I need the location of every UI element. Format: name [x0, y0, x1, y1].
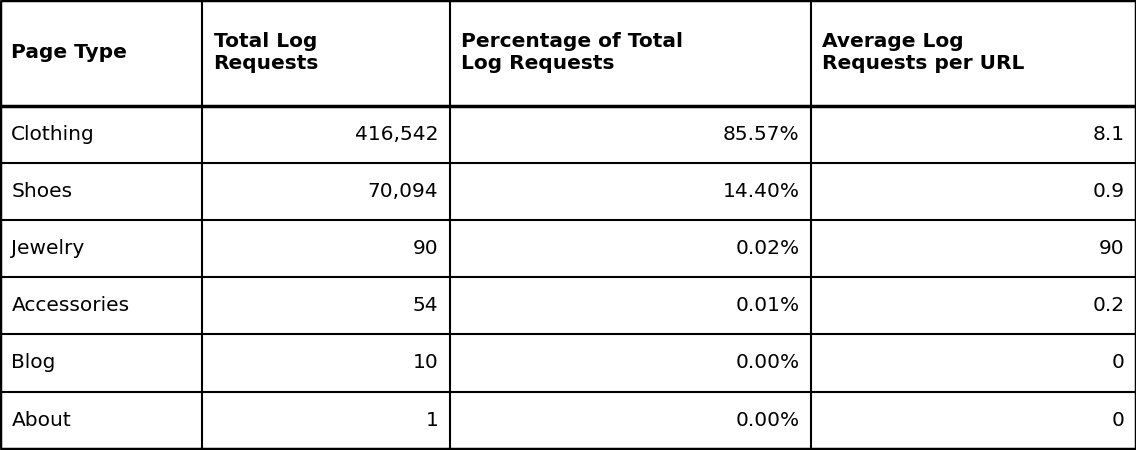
Text: 416,542: 416,542	[354, 125, 438, 144]
Text: 90: 90	[1099, 239, 1125, 258]
Text: 54: 54	[412, 296, 438, 315]
Text: Page Type: Page Type	[11, 43, 127, 63]
Text: 0: 0	[1112, 353, 1125, 373]
Text: Average Log
Requests per URL: Average Log Requests per URL	[822, 32, 1025, 73]
Text: 0.00%: 0.00%	[736, 353, 800, 373]
Text: Clothing: Clothing	[11, 125, 95, 144]
Text: About: About	[11, 410, 72, 430]
Text: 0.00%: 0.00%	[736, 410, 800, 430]
Text: 8.1: 8.1	[1093, 125, 1125, 144]
Text: 0: 0	[1112, 410, 1125, 430]
Text: 85.57%: 85.57%	[724, 125, 800, 144]
Text: Jewelry: Jewelry	[11, 239, 84, 258]
Text: 14.40%: 14.40%	[722, 182, 800, 201]
Text: Percentage of Total
Log Requests: Percentage of Total Log Requests	[461, 32, 683, 73]
Text: 70,094: 70,094	[368, 182, 438, 201]
Text: 0.02%: 0.02%	[736, 239, 800, 258]
Text: 1: 1	[426, 410, 438, 430]
Text: Accessories: Accessories	[11, 296, 130, 315]
Text: 10: 10	[412, 353, 438, 373]
Text: 90: 90	[412, 239, 438, 258]
Text: 0.01%: 0.01%	[736, 296, 800, 315]
Text: Total Log
Requests: Total Log Requests	[214, 32, 319, 73]
Text: Blog: Blog	[11, 353, 56, 373]
Text: 0.9: 0.9	[1093, 182, 1125, 201]
Text: Shoes: Shoes	[11, 182, 73, 201]
Text: 0.2: 0.2	[1093, 296, 1125, 315]
